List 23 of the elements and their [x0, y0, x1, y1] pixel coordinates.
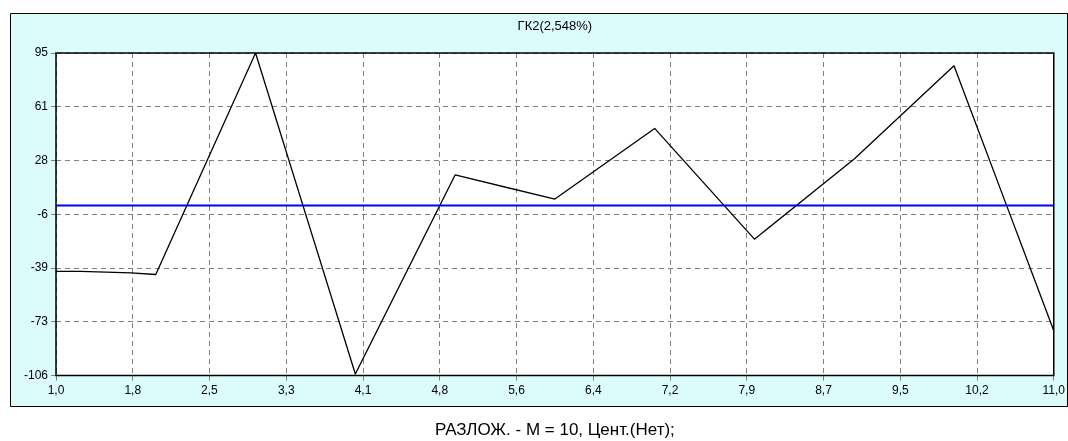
x-tick-label: 3,3 [277, 383, 295, 398]
y-tick-label: -106 [23, 367, 49, 382]
y-tick-label: -73 [30, 314, 49, 329]
y-tick-label: -6 [37, 206, 49, 221]
x-tick-label: 11,0 [1042, 383, 1066, 398]
x-tick-label: 1,0 [47, 383, 65, 398]
x-tick-label: 9,5 [891, 383, 909, 398]
x-tick-label: 1,8 [124, 383, 142, 398]
y-tick-label: 28 [34, 152, 49, 167]
y-tick-label: -39 [30, 260, 49, 275]
x-tick-label: 6,4 [584, 383, 602, 398]
x-tick-label: 4,1 [354, 383, 372, 398]
chart-title: ГК2(2,548%) [517, 18, 593, 33]
x-tick-label: 10,2 [965, 383, 990, 398]
x-tick-label: 8,7 [815, 383, 833, 398]
x-tick-label: 2,5 [201, 383, 219, 398]
x-tick-label: 7,2 [661, 383, 679, 398]
x-axis-title: РАЗЛОЖ. - M = 10, Цент.(Нет); [434, 420, 675, 439]
x-tick-label: 5,6 [508, 383, 526, 398]
y-tick-label: 61 [34, 99, 49, 114]
x-tick-label: 4,8 [431, 383, 449, 398]
y-tick-label: 95 [34, 45, 49, 60]
x-tick-label: 7,9 [738, 383, 756, 398]
